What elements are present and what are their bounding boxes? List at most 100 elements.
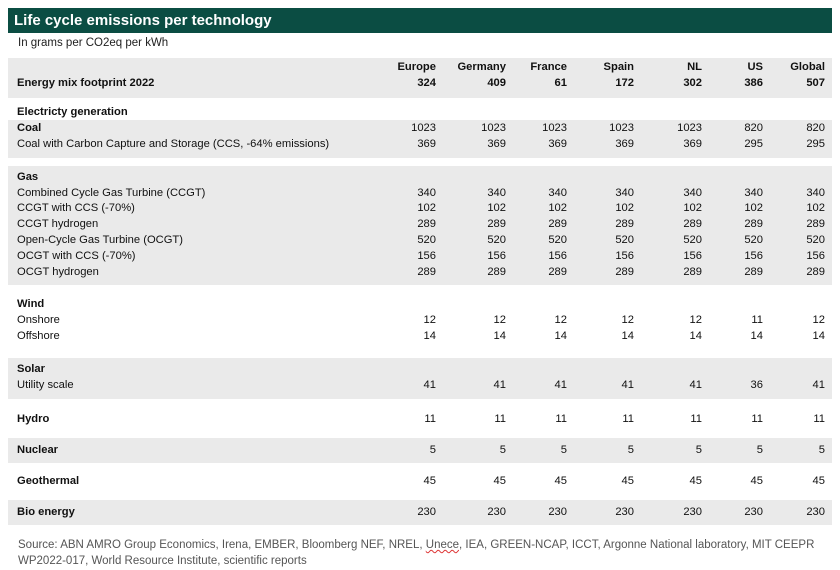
row-label: Bio energy bbox=[17, 505, 75, 518]
cell-value: 102 bbox=[744, 202, 763, 215]
table-row: OCGT with CCS (-70%) 156 156 156 156 156 156 15… bbox=[8, 248, 832, 264]
row-label: Nuclear bbox=[17, 443, 59, 456]
mix-value: 386 bbox=[744, 77, 763, 89]
cell-value: 156 bbox=[683, 249, 702, 262]
group-gap bbox=[8, 399, 832, 407]
cell-value: 41 bbox=[493, 378, 506, 391]
table-title: Life cycle emissions per technology bbox=[8, 8, 832, 33]
cell-value: 520 bbox=[744, 233, 763, 246]
mix-row-label: Energy mix footprint 2022 bbox=[17, 77, 155, 89]
column-header: Global bbox=[790, 61, 825, 73]
cell-value: 520 bbox=[615, 233, 634, 246]
cell-value: 45 bbox=[750, 474, 763, 487]
cell-value: 45 bbox=[621, 474, 634, 487]
cell-value: 340 bbox=[487, 186, 506, 199]
cell-value: 12 bbox=[621, 314, 634, 327]
mix-value: 302 bbox=[683, 77, 702, 89]
cell-value: 45 bbox=[493, 474, 506, 487]
cell-value: 14 bbox=[554, 330, 567, 343]
table-row: Bio energy 230 230 230 230 230 230 230 bbox=[8, 504, 832, 520]
column-header: Europe bbox=[397, 61, 436, 73]
cell-value: 289 bbox=[487, 265, 506, 278]
single-row-block: Hydro 11 11 11 11 11 11 11 bbox=[8, 407, 832, 432]
cell-value: 45 bbox=[554, 474, 567, 487]
cell-value: 5 bbox=[627, 443, 634, 456]
emissions-table: Energy mix footprint 2022 Europe Germany Fr… bbox=[8, 58, 832, 531]
mix-value: 172 bbox=[615, 77, 634, 89]
cell-value: 41 bbox=[423, 378, 436, 391]
cell-value: 14 bbox=[621, 330, 634, 343]
cell-value: 156 bbox=[487, 249, 506, 262]
cell-value: 289 bbox=[417, 265, 436, 278]
row-label: Hydro bbox=[17, 412, 50, 425]
cell-value: 156 bbox=[615, 249, 634, 262]
cell-value: 12 bbox=[493, 314, 506, 327]
cell-value: 5 bbox=[695, 443, 702, 456]
row-label: OCGT hydrogen bbox=[17, 265, 99, 278]
row-label: Coal bbox=[17, 122, 42, 134]
cell-value: 102 bbox=[487, 202, 506, 215]
cell-value: 289 bbox=[548, 218, 567, 231]
source-text-start: Source: ABN AMRO Group Economics, Irena,… bbox=[18, 539, 426, 551]
source-note: Source: ABN AMRO Group Economics, Irena,… bbox=[18, 537, 833, 569]
source-text-end: , IEA, GREEN-NCAP, ICCT, Argonne Nationa… bbox=[18, 539, 815, 567]
cell-value: 45 bbox=[812, 474, 825, 487]
cell-value: 230 bbox=[548, 505, 567, 518]
group-label: Solar bbox=[17, 362, 45, 375]
cell-value: 11 bbox=[555, 412, 567, 425]
group-block: Wind Onshore 12 12 12 12 12 11 12 Offshore 14 14 14 1… bbox=[8, 293, 832, 350]
cell-value: 5 bbox=[429, 443, 436, 456]
cell-value: 820 bbox=[806, 122, 825, 134]
cell-value: 11 bbox=[690, 412, 702, 425]
cell-value: 289 bbox=[744, 218, 763, 231]
row-label: Utility scale bbox=[17, 378, 74, 391]
cell-value: 230 bbox=[744, 505, 763, 518]
cell-value: 340 bbox=[806, 186, 825, 199]
cell-value: 102 bbox=[683, 202, 702, 215]
cell-value: 14 bbox=[423, 330, 436, 343]
table-row: CCGT hydrogen 289 289 289 289 289 289 289 bbox=[8, 216, 832, 232]
cell-value: 102 bbox=[615, 202, 634, 215]
cell-value: 1023 bbox=[481, 122, 506, 134]
cell-value: 520 bbox=[487, 233, 506, 246]
row-label: CCGT with CCS (-70%) bbox=[17, 202, 135, 215]
cell-value: 14 bbox=[689, 330, 702, 343]
cell-value: 289 bbox=[548, 265, 567, 278]
cell-value: 12 bbox=[689, 314, 702, 327]
table-row: Coal 1023 1023 1023 1023 1023 820 820 bbox=[8, 120, 832, 136]
row-label: Offshore bbox=[17, 330, 60, 343]
cell-value: 369 bbox=[683, 137, 702, 150]
cell-value: 230 bbox=[487, 505, 506, 518]
cell-value: 102 bbox=[806, 202, 825, 215]
group-block: Coal 1023 1023 1023 1023 1023 820 820 Coal with … bbox=[8, 120, 832, 158]
group-label: Wind bbox=[17, 298, 45, 311]
table-row: Open-Cycle Gas Turbine (OCGT) 520 520 520 52… bbox=[8, 232, 832, 248]
row-label: OCGT with CCS (-70%) bbox=[17, 249, 136, 262]
cell-value: 520 bbox=[417, 233, 436, 246]
cell-value: 5 bbox=[818, 443, 825, 456]
cell-value: 41 bbox=[812, 378, 825, 391]
cell-value: 156 bbox=[548, 249, 567, 262]
table-row: Geothermal 45 45 45 45 45 45 45 bbox=[8, 473, 832, 489]
table-row: OCGT hydrogen 289 289 289 289 289 289 289 bbox=[8, 264, 832, 280]
cell-value: 14 bbox=[493, 330, 506, 343]
cell-value: 289 bbox=[744, 265, 763, 278]
section-label: Electricty generation bbox=[17, 106, 128, 118]
group-heading: Gas bbox=[8, 169, 832, 185]
cell-value: 295 bbox=[744, 137, 763, 150]
cell-value: 41 bbox=[621, 378, 634, 391]
cell-value: 340 bbox=[548, 186, 567, 199]
row-gap bbox=[8, 525, 832, 531]
section-heading: Electricty generation bbox=[8, 104, 832, 120]
row-label: Open-Cycle Gas Turbine (OCGT) bbox=[17, 233, 183, 246]
row-label: Combined Cycle Gas Turbine (CCGT) bbox=[17, 186, 206, 199]
cell-value: 156 bbox=[744, 249, 763, 262]
group-block: Solar Utility scale 41 41 41 41 41 36 41 bbox=[8, 357, 832, 399]
row-label: Coal with Carbon Capture and Storage (CC… bbox=[17, 137, 330, 150]
cell-value: 11 bbox=[494, 412, 506, 425]
table-subtitle: In grams per CO2eq per kWh bbox=[18, 37, 169, 49]
cell-value: 45 bbox=[423, 474, 436, 487]
cell-value: 369 bbox=[615, 137, 634, 150]
cell-value: 289 bbox=[417, 218, 436, 231]
cell-value: 11 bbox=[622, 412, 634, 425]
